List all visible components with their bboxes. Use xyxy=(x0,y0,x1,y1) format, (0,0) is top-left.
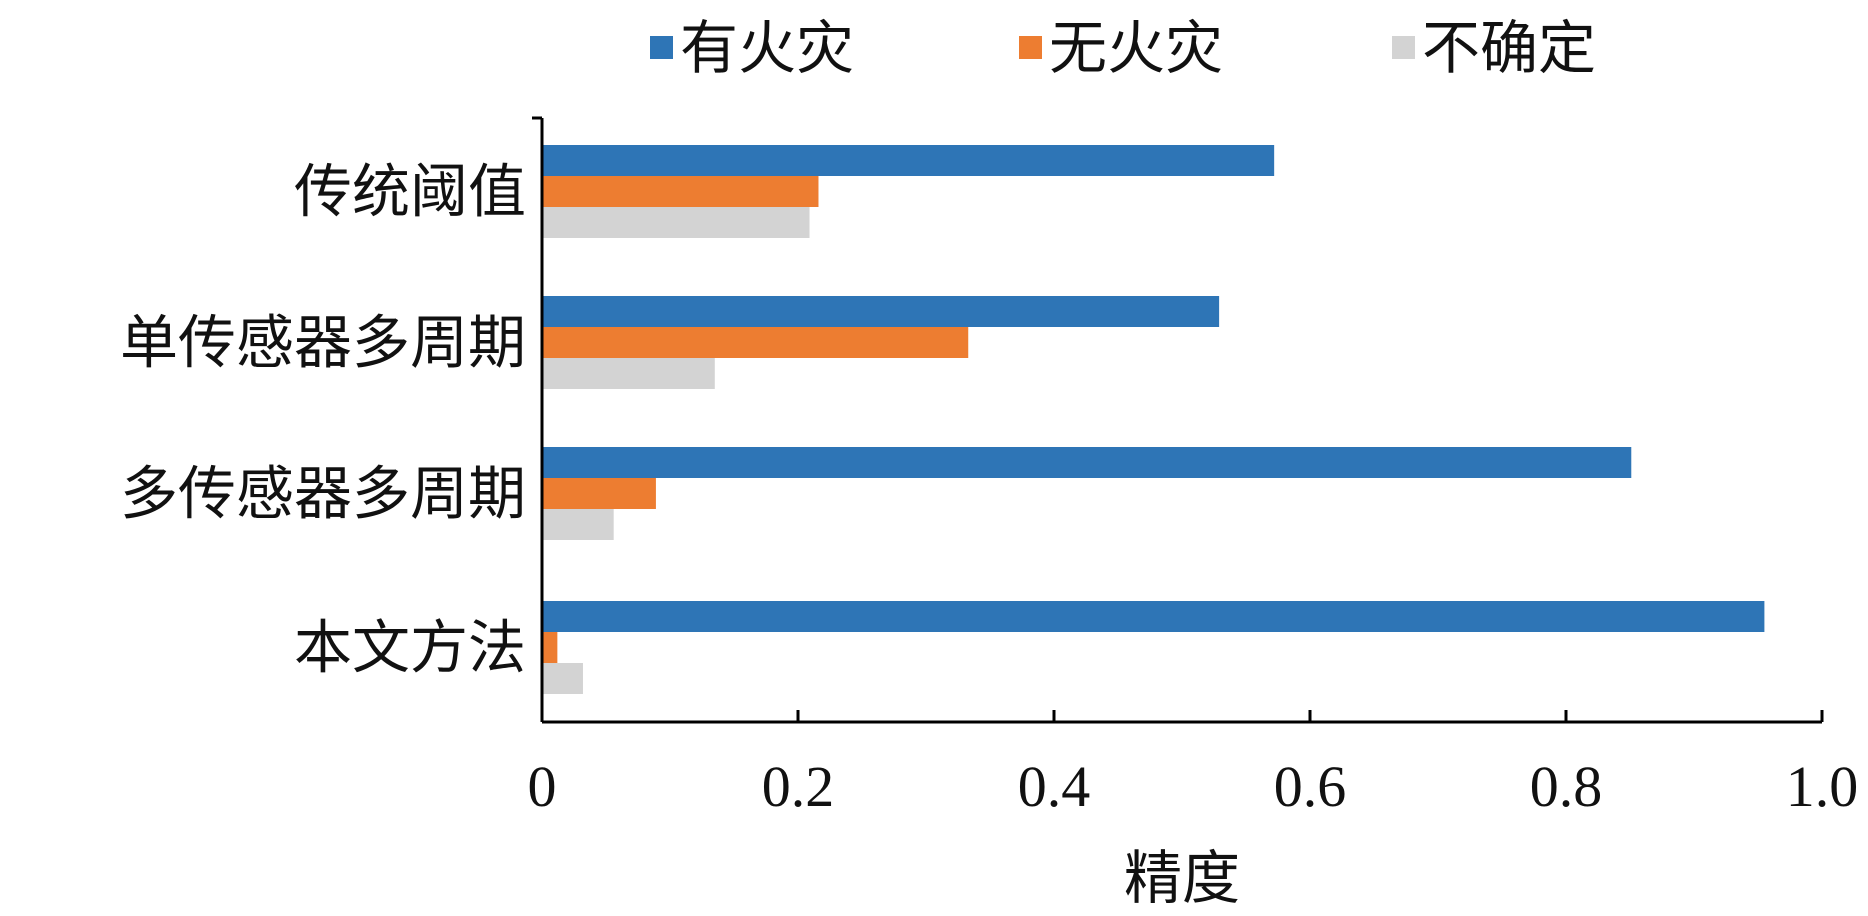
x-tick-label: 0.4 xyxy=(1018,754,1091,819)
bar-2-series-2 xyxy=(542,327,969,358)
legend-swatch xyxy=(1392,36,1415,59)
bar-4-series-3 xyxy=(542,663,583,694)
bar-3-series-3 xyxy=(542,509,614,540)
x-tick-label: 1.0 xyxy=(1786,754,1859,819)
category-label: 本文方法 xyxy=(294,614,526,682)
bar-2-series-3 xyxy=(542,358,715,389)
bar-3-series-1 xyxy=(542,447,1632,478)
x-axis-title: 精度 xyxy=(1124,844,1240,912)
x-tick-label: 0 xyxy=(528,754,557,819)
bar-4-series-2 xyxy=(542,632,558,663)
legend-swatch xyxy=(1019,36,1042,59)
legend-swatch xyxy=(650,36,673,59)
tick-labels: 0 0.2 0.4 0.6 0.8 1.0 xyxy=(528,754,1859,819)
bar-3-series-2 xyxy=(542,478,656,509)
x-tick-label: 0.8 xyxy=(1530,754,1603,819)
x-tick-label: 0.6 xyxy=(1274,754,1347,819)
legend: 有火灾 无火灾 不确定 xyxy=(650,14,1596,82)
bar-1-series-2 xyxy=(542,176,819,207)
legend-label: 有火灾 xyxy=(680,14,854,82)
x-tick-label: 0.2 xyxy=(762,754,835,819)
bar-1-series-3 xyxy=(542,207,810,238)
category-label: 单传感器多周期 xyxy=(120,309,526,377)
bars-group xyxy=(542,145,1765,694)
legend-label: 不确定 xyxy=(1422,14,1596,82)
category-label: 传统阈值 xyxy=(294,158,526,226)
bar-2-series-1 xyxy=(542,296,1220,327)
bar-4-series-1 xyxy=(542,601,1765,632)
category-label: 多传感器多周期 xyxy=(120,460,526,528)
legend-label: 无火灾 xyxy=(1049,14,1223,82)
axes-group xyxy=(532,116,1824,724)
bar-1-series-1 xyxy=(542,145,1275,176)
